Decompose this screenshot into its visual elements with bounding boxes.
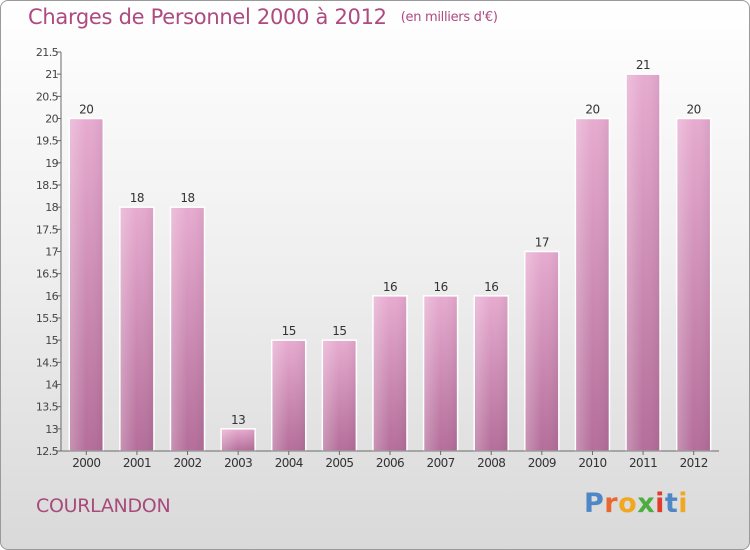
y-tick-label: 19.5 bbox=[36, 135, 59, 148]
logo-letter: x bbox=[637, 488, 656, 519]
bar-value-label: 18 bbox=[130, 191, 144, 205]
y-tick-label: 17.5 bbox=[36, 223, 59, 236]
logo-letter: t bbox=[664, 488, 679, 519]
bar-sheen bbox=[171, 208, 204, 451]
bar-value-label: 21 bbox=[636, 58, 650, 72]
bar-sheen bbox=[475, 296, 508, 451]
bar-sheen bbox=[374, 296, 406, 451]
y-tick-label: 17 bbox=[45, 246, 58, 259]
bar-sheen bbox=[677, 119, 710, 451]
proxiti-logo[interactable]: Proxiti bbox=[584, 488, 688, 519]
chart-unit: (en milliers d'€) bbox=[400, 10, 498, 25]
y-tick-label: 15 bbox=[45, 334, 58, 347]
logo-letter: r bbox=[604, 488, 619, 519]
bar-sheen bbox=[272, 341, 305, 451]
chart-title-text: Charges de Personnel 2000 à 2012 bbox=[28, 5, 387, 29]
x-tick-label: 2000 bbox=[72, 456, 100, 470]
x-tick-label: 2003 bbox=[224, 456, 252, 470]
x-tick-label: 2010 bbox=[578, 456, 606, 470]
bar-value-label: 17 bbox=[535, 236, 549, 250]
y-tick-label: 12.5 bbox=[36, 445, 59, 458]
bar-value-label: 13 bbox=[231, 413, 245, 427]
y-tick-label: 16.5 bbox=[36, 268, 59, 281]
chart-title: Charges de Personnel 2000 à 2012 (en mill… bbox=[28, 5, 498, 29]
y-tick-label: 16 bbox=[45, 290, 58, 303]
bar-value-label: 20 bbox=[585, 103, 599, 117]
y-tick-label: 13 bbox=[45, 423, 58, 436]
bar-value-label: 18 bbox=[180, 191, 194, 205]
x-tick-label: 2006 bbox=[376, 456, 404, 470]
logo-letter: o bbox=[618, 488, 638, 519]
y-tick-label: 21.5 bbox=[36, 46, 59, 59]
y-tick-label: 20.5 bbox=[36, 90, 59, 103]
x-tick-label: 2004 bbox=[275, 456, 303, 470]
y-tick-label: 14 bbox=[45, 379, 58, 392]
commune-name: COURLANDON bbox=[36, 495, 171, 517]
bar-value-label: 20 bbox=[687, 103, 701, 117]
y-tick-label: 19 bbox=[45, 157, 58, 170]
y-tick-label: 18.5 bbox=[36, 179, 59, 192]
y-tick-label: 21 bbox=[45, 68, 58, 81]
x-tick-label: 2012 bbox=[680, 456, 708, 470]
y-tick-label: 13.5 bbox=[36, 401, 59, 414]
bar-sheen bbox=[70, 119, 103, 451]
bar-value-label: 15 bbox=[332, 324, 346, 338]
bar-sheen bbox=[525, 252, 558, 451]
x-tick-label: 2011 bbox=[629, 456, 657, 470]
bar-value-label: 15 bbox=[282, 324, 296, 338]
bar-sheen bbox=[323, 341, 356, 451]
y-tick-label: 15.5 bbox=[36, 312, 59, 325]
bar-value-label: 16 bbox=[383, 280, 397, 294]
bar-sheen bbox=[627, 75, 660, 452]
x-tick-label: 2005 bbox=[325, 456, 353, 470]
y-tick-label: 14.5 bbox=[36, 356, 59, 369]
x-tick-label: 2002 bbox=[173, 456, 201, 470]
bar-sheen bbox=[222, 429, 255, 451]
logo-letter: i bbox=[655, 488, 665, 519]
bar-sheen bbox=[120, 208, 153, 451]
bar-sheen bbox=[576, 119, 609, 451]
x-tick-label: 2008 bbox=[477, 456, 505, 470]
y-tick-label: 18 bbox=[45, 201, 58, 214]
x-tick-label: 2007 bbox=[427, 456, 455, 470]
logo-letter: P bbox=[584, 488, 605, 519]
x-tick-label: 2001 bbox=[123, 456, 151, 470]
bar-value-label: 20 bbox=[79, 103, 93, 117]
logo-letter: i bbox=[678, 488, 689, 519]
bar-value-label: 16 bbox=[433, 280, 447, 294]
bar-sheen bbox=[424, 296, 457, 451]
x-tick-label: 2009 bbox=[528, 456, 556, 470]
y-tick-label: 20 bbox=[45, 113, 58, 126]
bar-value-label: 16 bbox=[484, 280, 498, 294]
